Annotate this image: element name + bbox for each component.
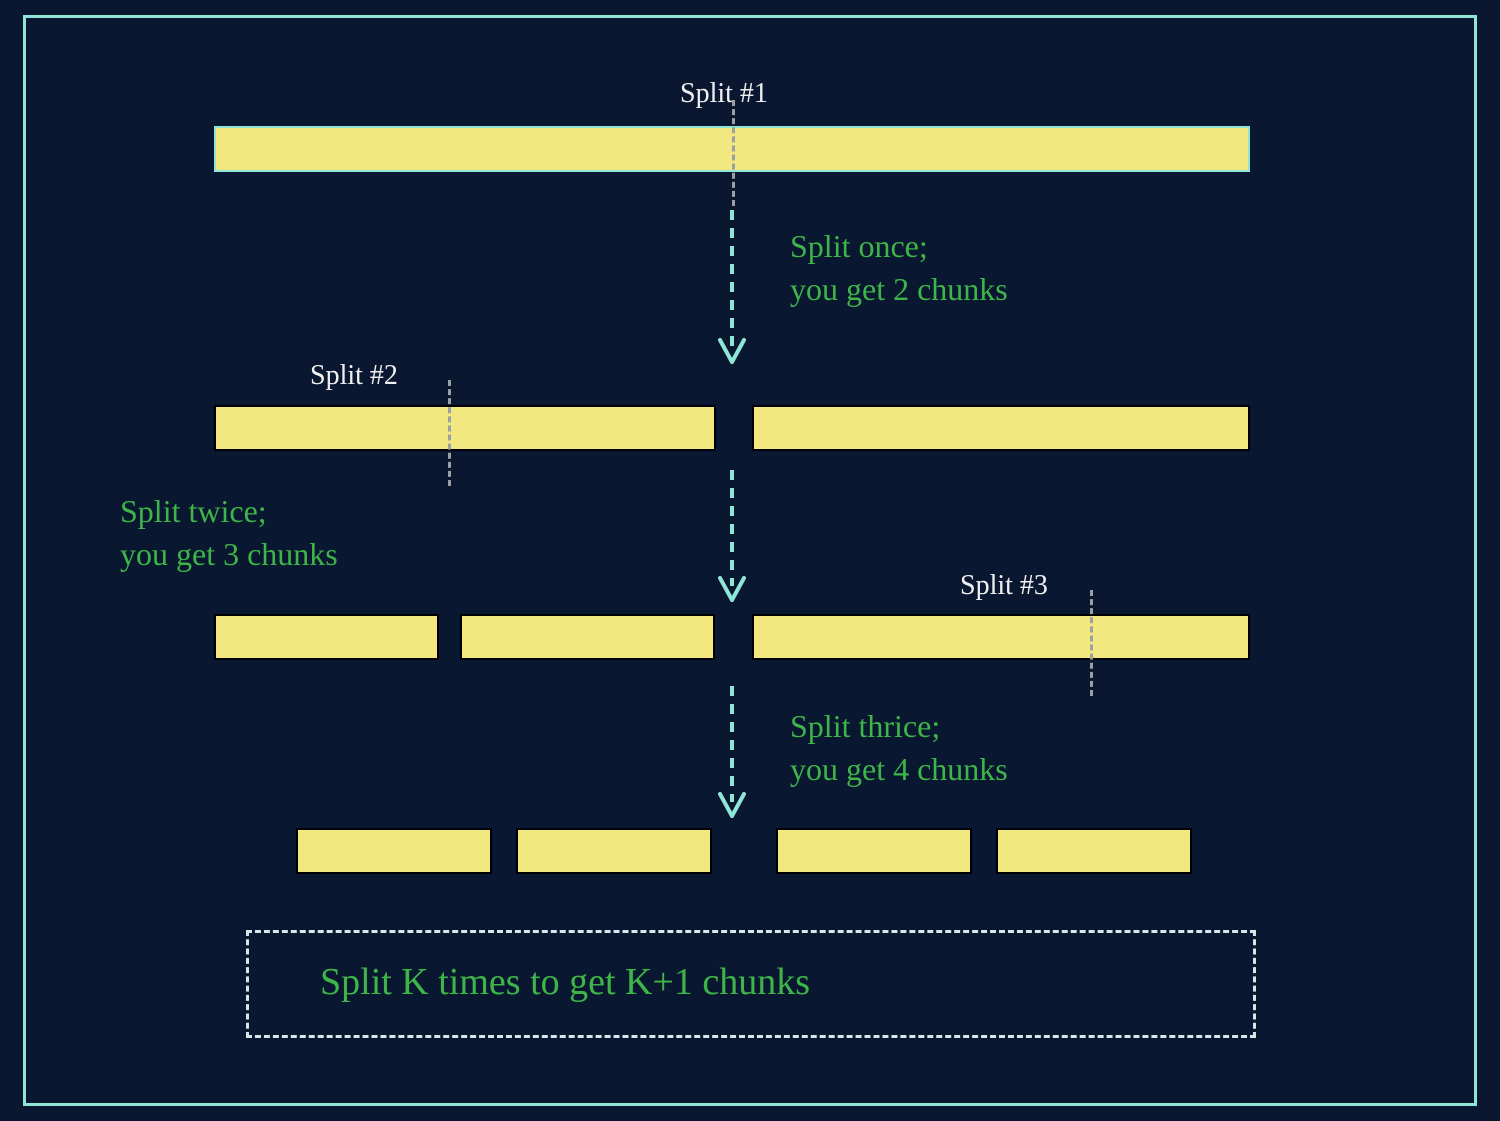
arrow-2 [712,470,752,606]
caption-twice: Split twice;you get 3 chunks [120,490,338,576]
split-dash-1 [732,100,735,206]
bar-row4-a [296,828,492,874]
bar-row2-right [752,405,1250,451]
split-label-2: Split #2 [310,360,398,392]
caption-thrice: Split thrice;you get 4 chunks [790,705,1008,791]
arrow-1 [712,210,752,368]
bar-row4-c [776,828,972,874]
conclusion-text: Split K times to get K+1 chunks [320,960,810,1004]
split-label-1: Split #1 [680,78,768,110]
arrow-3 [712,686,752,822]
split-dash-2 [448,380,451,486]
bar-row2-left [214,405,716,451]
bar-row3-a [214,614,439,660]
caption-once: Split once;you get 2 chunks [790,225,1008,311]
split-dash-3 [1090,590,1093,696]
split-label-3: Split #3 [960,570,1048,602]
bar-row3-c [752,614,1250,660]
bar-row3-b [460,614,715,660]
bar-row4-b [516,828,712,874]
bar-row4-d [996,828,1192,874]
